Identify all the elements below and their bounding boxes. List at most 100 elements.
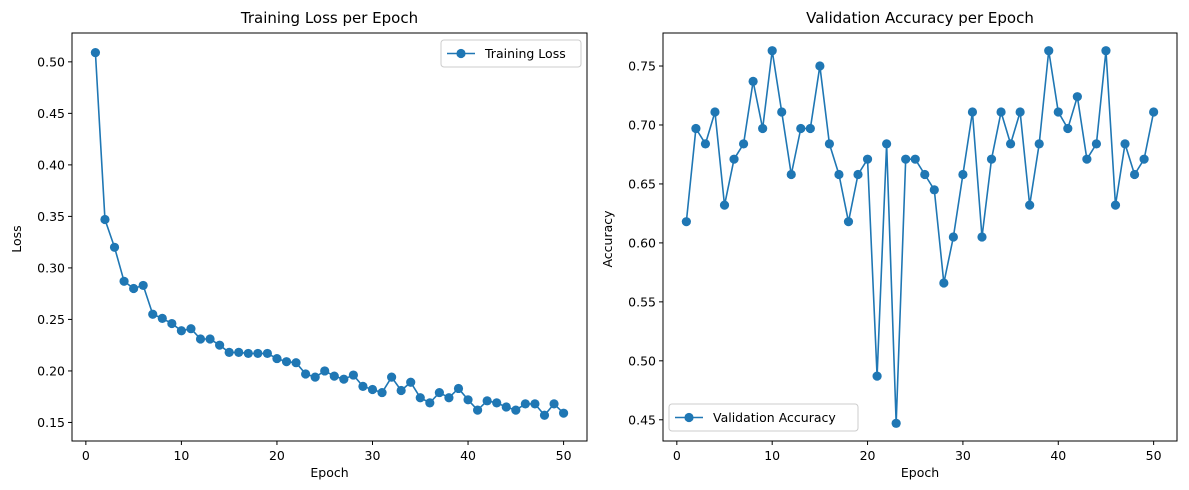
x-axis-label: Epoch [310, 465, 348, 480]
data-point [377, 387, 387, 398]
data-point [1044, 46, 1054, 56]
y-tick-label: 0.30 [37, 260, 65, 275]
x-tick-label: 30 [955, 448, 971, 463]
data-point [967, 107, 978, 117]
data-point [511, 405, 521, 415]
data-point [434, 387, 444, 398]
data-point [1025, 200, 1035, 210]
data-point [1015, 107, 1025, 117]
data-point [406, 377, 416, 387]
data-point [777, 107, 787, 117]
x-tick-label: 40 [1050, 448, 1066, 463]
y-tick-label: 0.60 [628, 235, 656, 250]
data-point [425, 398, 435, 408]
data-point [281, 357, 292, 367]
x-tick-label: 50 [1146, 448, 1162, 463]
x-tick-label: 10 [173, 448, 189, 463]
data-point [234, 347, 244, 357]
data-point [444, 393, 454, 403]
data-point [767, 46, 777, 56]
data-point [1072, 92, 1082, 102]
data-point [691, 123, 701, 134]
y-tick-label: 0.40 [37, 157, 65, 172]
data-point [738, 139, 749, 149]
data-point [815, 61, 825, 71]
data-point [729, 154, 739, 164]
data-point [520, 399, 530, 409]
data-point [224, 347, 234, 357]
data-point [415, 393, 425, 403]
data-point [492, 398, 502, 408]
data-point [853, 169, 863, 180]
data-point [100, 214, 110, 225]
data-point [558, 408, 569, 418]
x-tick-label: 50 [556, 448, 572, 463]
plot-frame [662, 32, 1178, 442]
data-point [891, 418, 901, 428]
data-point [549, 399, 559, 409]
y-tick-label: 0.50 [37, 54, 65, 69]
data-point [1005, 139, 1016, 149]
data-point [758, 123, 768, 134]
data-point [205, 334, 215, 344]
data-point [1101, 46, 1111, 56]
data-point [339, 374, 349, 384]
data-point [1063, 123, 1073, 134]
data-point [176, 326, 186, 336]
x-tick-label: 30 [365, 448, 381, 463]
training-loss-chart: Training Loss per Epoch Epoch Loss 0 10 20… [9, 9, 588, 480]
data-point [453, 383, 464, 394]
series-line [685, 49, 1155, 425]
y-tick-label: 0.15 [37, 415, 65, 430]
data-point [901, 154, 911, 164]
data-point [90, 47, 101, 58]
data-point [805, 123, 815, 134]
legend-marker-swatch [456, 48, 466, 59]
data-point [387, 372, 397, 382]
x-tick-label: 0 [82, 448, 90, 463]
x-tick-label: 10 [764, 448, 780, 463]
data-point [358, 381, 368, 391]
data-point [157, 313, 167, 323]
data-point [119, 276, 129, 286]
data-point [396, 385, 406, 396]
y-axis-label: Accuracy [600, 210, 615, 268]
data-point [996, 107, 1006, 117]
x-axis-label: Epoch [901, 465, 939, 480]
data-point [1053, 107, 1063, 117]
data-point [262, 348, 272, 359]
y-tick-label: 0.35 [37, 209, 65, 224]
data-point [862, 154, 873, 164]
data-point [253, 348, 263, 359]
data-point [1091, 139, 1102, 149]
legend-frame [440, 39, 582, 68]
data-point [843, 217, 854, 227]
data-point [1149, 107, 1159, 117]
data-point [482, 396, 492, 406]
validation-accuracy-chart: Validation Accuracy per Epoch Epoch Accu… [600, 9, 1178, 480]
data-point [301, 369, 311, 379]
data-point [872, 371, 882, 381]
data-point [530, 399, 540, 409]
y-tick-label: 0.50 [628, 353, 656, 368]
data-point [272, 353, 282, 364]
data-point [367, 384, 378, 395]
data-point [1129, 169, 1140, 180]
data-point [834, 169, 844, 180]
data-point [195, 334, 206, 344]
data-point [243, 348, 253, 359]
data-point [710, 107, 720, 117]
data-point [329, 371, 339, 381]
data-point [463, 395, 473, 405]
chart-title: Training Loss per Epoch [240, 9, 418, 27]
x-tick-label: 20 [860, 448, 876, 463]
data-point [796, 123, 806, 134]
data-point [320, 366, 330, 376]
data-point [948, 232, 958, 242]
data-point [138, 280, 148, 291]
y-tick-label: 0.25 [37, 312, 65, 327]
data-point [977, 232, 987, 242]
legend: Validation Accuracy [668, 403, 859, 432]
